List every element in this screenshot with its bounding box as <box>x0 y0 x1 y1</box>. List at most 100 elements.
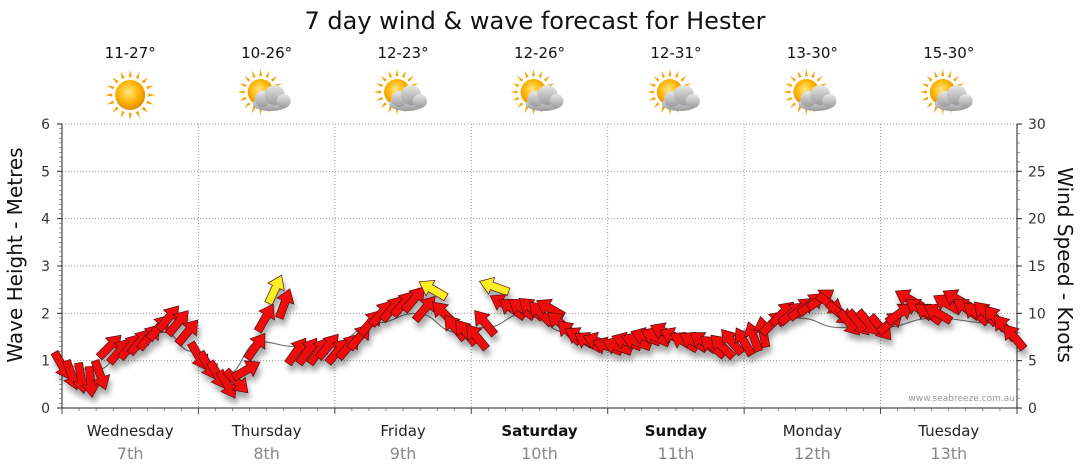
sun-ray <box>543 75 550 82</box>
cloud-puff <box>276 94 291 108</box>
sun-ray <box>135 110 140 119</box>
wind-arrow <box>478 276 511 297</box>
sun-ray <box>380 102 387 109</box>
sun-ray <box>668 69 672 77</box>
y-tick-label-left: 5 <box>41 164 50 180</box>
cloud-puff <box>958 94 973 108</box>
wind-arrow <box>90 358 111 391</box>
sun-ray <box>244 75 251 82</box>
y-tick-label-right: 5 <box>1028 354 1037 370</box>
sun-ray <box>538 70 543 78</box>
sun-ray <box>244 102 251 109</box>
sun-ray <box>251 106 256 114</box>
sun-ray <box>783 90 791 94</box>
sun-ray <box>135 71 140 80</box>
sun-ray <box>517 102 524 109</box>
sun-ray <box>120 71 125 80</box>
sun-ray <box>926 102 933 109</box>
day-name-label: Sunday <box>645 422 708 440</box>
cloud-puff <box>822 94 837 108</box>
sun-ray <box>661 70 666 78</box>
sun-ray <box>524 70 529 78</box>
day-name-label: Saturday <box>501 422 578 440</box>
sun-ray <box>407 75 414 82</box>
sun-ray <box>653 75 660 82</box>
cloud-puff <box>685 94 700 108</box>
sun-ray <box>953 75 960 82</box>
sun-ray <box>112 77 119 84</box>
cloud-puff <box>413 94 428 108</box>
wind-arrow <box>275 288 295 320</box>
sun-ray <box>512 83 520 88</box>
day-name-label: Friday <box>380 422 426 440</box>
wind-arrow <box>264 274 285 306</box>
day-date-label: 8th <box>253 444 280 463</box>
sun-cloud-icon <box>646 69 700 115</box>
sun-ray <box>141 106 148 113</box>
y-tick-label-right: 10 <box>1028 306 1046 322</box>
sun-ray <box>265 70 270 78</box>
y-tick-label-left: 0 <box>41 401 50 417</box>
sun-ray <box>926 75 933 82</box>
wind-arrow <box>253 303 275 334</box>
sun-ray <box>816 75 823 82</box>
day-temperature-label: 12-26° <box>514 44 565 62</box>
sun-ray <box>517 75 524 82</box>
cloud-shape <box>934 85 973 111</box>
sun-ray <box>648 96 656 101</box>
sun-ray <box>790 75 797 82</box>
sun-ray <box>251 70 256 78</box>
y-tick-label-left: 1 <box>41 354 50 370</box>
wind-arrow <box>474 310 499 338</box>
sun-cloud-icon <box>783 69 837 115</box>
day-temperature-label: 11-27° <box>105 44 156 62</box>
sun-ray <box>933 70 939 78</box>
y-tick-label-left: 3 <box>41 259 50 275</box>
day-name-label: Wednesday <box>87 422 174 440</box>
sun-cloud-icon <box>374 69 428 115</box>
sun-ray <box>661 106 666 114</box>
sun-ray <box>388 70 393 78</box>
day-temperature-label: 10-26° <box>241 44 292 62</box>
sun-ray <box>785 83 793 88</box>
wind-arrow <box>466 324 490 352</box>
sun-cloud-icon <box>510 69 564 115</box>
wind-arrow <box>884 303 914 326</box>
day-labels: Wednesday 7th Thursday 8th Friday 9th Saturday… <box>87 422 980 463</box>
sun-ray <box>380 75 387 82</box>
wind-arrow <box>243 332 266 362</box>
sun-ray <box>797 70 802 78</box>
cloud-shape <box>389 85 428 111</box>
y-axis-label-right: Wind Speed - Knots <box>1053 167 1077 363</box>
sun-ray <box>811 70 816 78</box>
sun-ray <box>648 83 656 88</box>
sun-ray <box>653 102 660 109</box>
sun-ray <box>107 85 115 90</box>
sun-ray <box>259 69 263 77</box>
sun-ray <box>128 70 132 78</box>
sun-ray <box>112 106 119 113</box>
sun-ray <box>510 90 518 94</box>
sun-ray <box>237 90 245 94</box>
day-temperature-label: 12-31° <box>650 44 701 62</box>
day-date-label: 11th <box>658 444 695 463</box>
sun-ray <box>375 96 383 101</box>
credit-text: www.seabreeze.com.au <box>908 394 1015 404</box>
sun-ray <box>646 90 654 94</box>
sun-ray <box>395 69 399 77</box>
wind-arrow <box>418 279 449 302</box>
sun-ray <box>239 96 247 101</box>
y-tick-label-left: 2 <box>41 306 50 322</box>
y-tick-label-right: 25 <box>1028 164 1046 180</box>
sun-disc <box>115 80 146 110</box>
chart-title: 7 day wind & wave forecast for Hester <box>305 7 766 35</box>
daily-weather-row: 11-27° 10-26° 12-23° 12-26° 12-31° 13-30° 15-3… <box>105 44 974 120</box>
sun-ray <box>674 70 679 78</box>
y-tick-label-left: 4 <box>41 212 50 228</box>
y-tick-label-right: 15 <box>1028 259 1046 275</box>
sun-ray <box>148 93 156 97</box>
cloud-shape <box>252 85 291 111</box>
sun-ray <box>941 69 945 77</box>
wind-arrow <box>174 319 199 347</box>
